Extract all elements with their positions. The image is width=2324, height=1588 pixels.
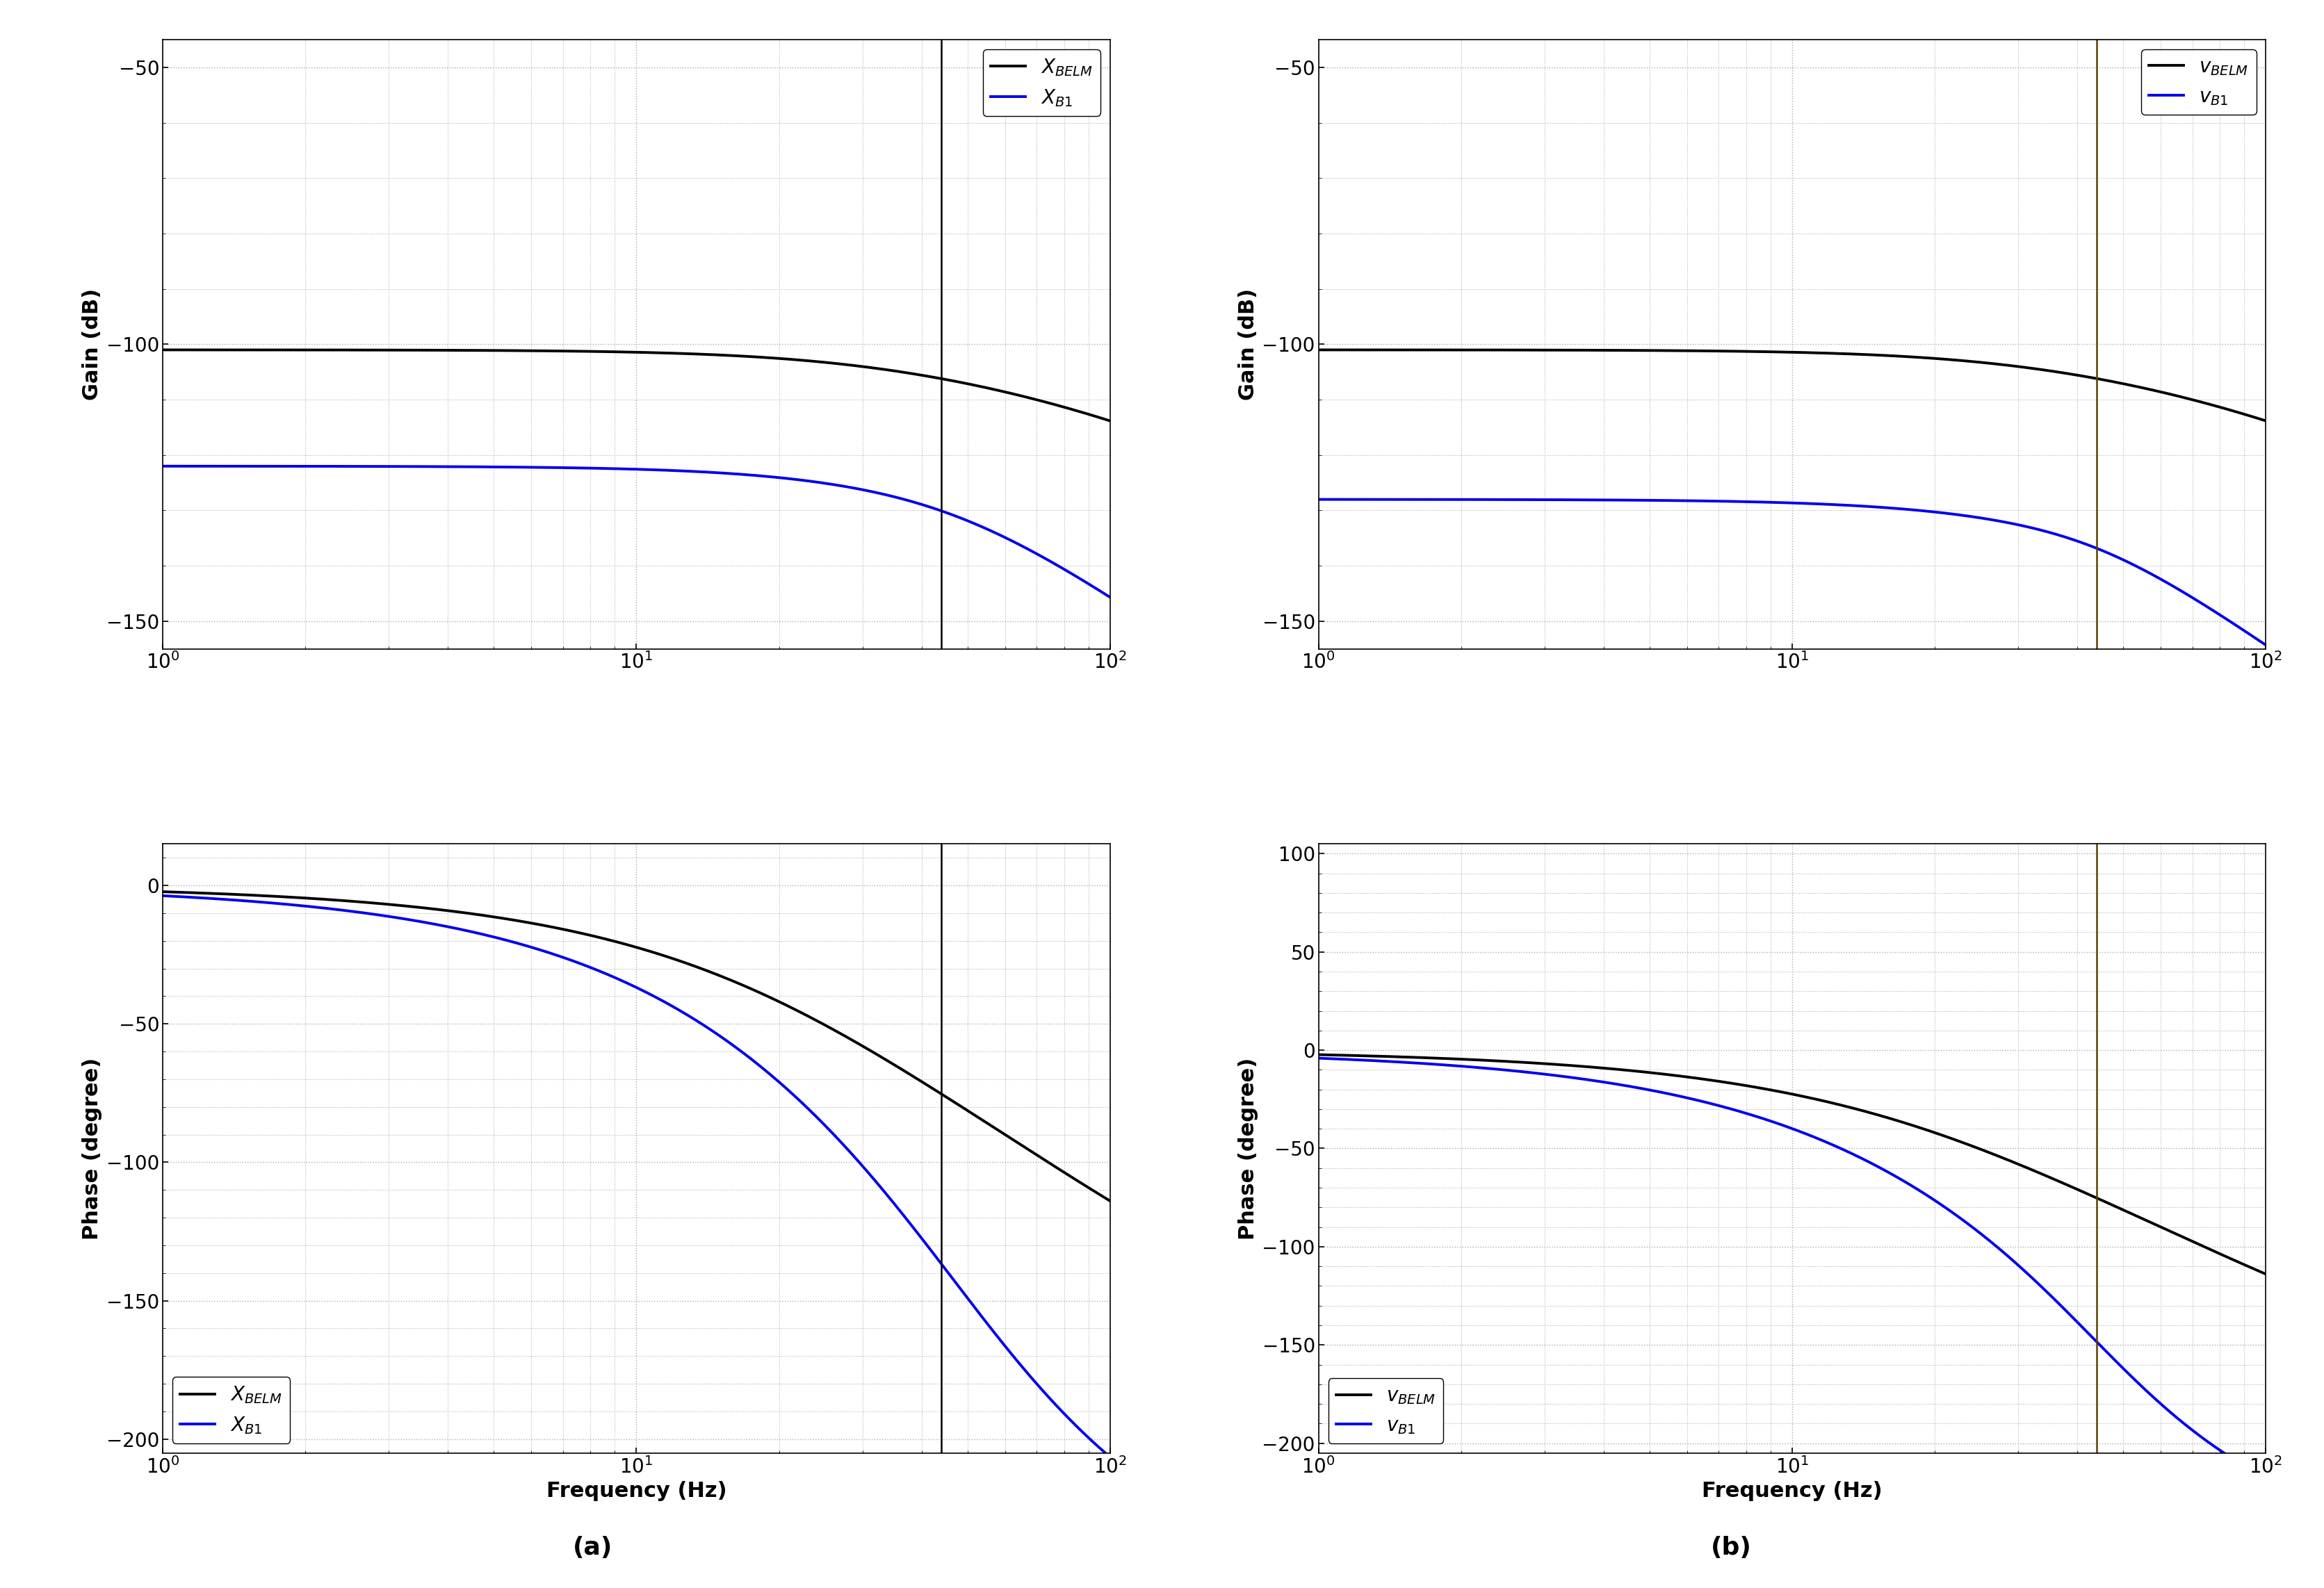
$\mathit{X}_{BELM}$	[321, 891, 349, 910]
$\mathit{v}_{B1}$	[1666, 491, 1694, 510]
$\mathit{v}_{BELM}$	[1476, 340, 1504, 359]
$\mathit{v}_{BELM}$	[1304, 1045, 1332, 1064]
$\mathit{X}_{B1}$	[1097, 1448, 1125, 1467]
$\mathit{X}_{B1}$	[927, 1255, 955, 1274]
$\mathit{X}_{BELM}$	[149, 340, 177, 359]
$\mathit{X}_{B1}$	[716, 464, 744, 483]
Line: $\mathit{X}_{BELM}$: $\mathit{X}_{BELM}$	[163, 892, 1111, 1201]
$\mathit{v}_{B1}$	[2013, 1262, 2040, 1282]
$\mathit{v}_{BELM}$	[1476, 1051, 1504, 1070]
$\mathit{X}_{BELM}$	[716, 970, 744, 989]
$\mathit{v}_{B1}$	[2252, 635, 2280, 654]
$\mathit{X}_{B1}$	[1097, 588, 1125, 607]
$\mathit{X}_{BELM}$	[511, 913, 539, 932]
$\mathit{X}_{BELM}$	[927, 368, 955, 387]
$\mathit{v}_{B1}$	[2085, 1332, 2113, 1351]
$\mathit{X}_{BELM}$	[765, 349, 792, 368]
$\mathit{v}_{BELM}$	[1920, 349, 1948, 368]
$\mathit{v}_{BELM}$	[2013, 357, 2040, 376]
$\mathit{v}_{B1}$	[2013, 516, 2040, 535]
Line: $\mathit{X}_{B1}$: $\mathit{X}_{B1}$	[163, 467, 1111, 597]
$\mathit{X}_{B1}$	[716, 1034, 744, 1053]
$\mathit{X}_{BELM}$	[927, 1085, 955, 1104]
$\mathit{X}_{BELM}$	[855, 357, 883, 376]
Y-axis label: Phase (degree): Phase (degree)	[1239, 1058, 1257, 1240]
$\mathit{X}_{BELM}$	[716, 346, 744, 365]
$\mathit{X}_{B1}$	[149, 886, 177, 905]
$\mathit{v}_{B1}$	[1873, 1162, 1901, 1181]
$\mathit{X}_{BELM}$	[855, 1040, 883, 1059]
$\mathit{v}_{BELM}$	[2085, 368, 2113, 387]
$\mathit{X}_{BELM}$	[321, 340, 349, 359]
$\mathit{v}_{BELM}$	[1873, 1108, 1901, 1127]
Text: (b): (b)	[1710, 1536, 1752, 1559]
$\mathit{X}_{BELM}$	[149, 883, 177, 902]
$\mathit{X}_{B1}$	[511, 935, 539, 954]
$\mathit{X}_{BELM}$	[765, 992, 792, 1012]
$\mathit{v}_{BELM}$	[2085, 1189, 2113, 1208]
$\mathit{v}_{B1}$	[1920, 502, 1948, 521]
$\mathit{v}_{BELM}$	[1304, 340, 1332, 359]
$\mathit{v}_{B1}$	[1666, 1086, 1694, 1105]
$\mathit{X}_{B1}$	[149, 457, 177, 476]
X-axis label: Frequency (Hz): Frequency (Hz)	[1701, 1482, 1882, 1501]
$\mathit{v}_{BELM}$	[1666, 341, 1694, 360]
$\mathit{v}_{B1}$	[2252, 1469, 2280, 1488]
$\mathit{X}_{B1}$	[321, 457, 349, 476]
Line: $\mathit{v}_{B1}$: $\mathit{v}_{B1}$	[1318, 499, 2266, 645]
$\mathit{v}_{B1}$	[1476, 1059, 1504, 1078]
$\mathit{X}_{B1}$	[855, 1164, 883, 1183]
Line: $\mathit{X}_{BELM}$: $\mathit{X}_{BELM}$	[163, 349, 1111, 421]
$\mathit{v}_{B1}$	[1304, 1048, 1332, 1067]
Legend: $\mathit{X}_{BELM}$, $\mathit{X}_{B1}$: $\mathit{X}_{BELM}$, $\mathit{X}_{B1}$	[983, 49, 1102, 116]
$\mathit{X}_{B1}$	[927, 502, 955, 521]
Legend: $\mathit{v}_{BELM}$, $\mathit{v}_{B1}$: $\mathit{v}_{BELM}$, $\mathit{v}_{B1}$	[2140, 49, 2257, 114]
$\mathit{X}_{B1}$	[855, 481, 883, 500]
$\mathit{v}_{BELM}$	[2252, 1264, 2280, 1283]
$\mathit{X}_{BELM}$	[1097, 411, 1125, 430]
$\mathit{v}_{B1}$	[1873, 499, 1901, 518]
$\mathit{X}_{B1}$	[321, 900, 349, 919]
$\mathit{v}_{BELM}$	[2013, 1158, 2040, 1177]
$\mathit{X}_{B1}$	[765, 468, 792, 488]
$\mathit{v}_{BELM}$	[2252, 411, 2280, 430]
Y-axis label: Phase (degree): Phase (degree)	[81, 1058, 102, 1240]
$\mathit{v}_{BELM}$	[1873, 346, 1901, 365]
X-axis label: Frequency (Hz): Frequency (Hz)	[546, 1482, 727, 1501]
Text: (a): (a)	[572, 1536, 614, 1559]
$\mathit{v}_{B1}$	[2085, 538, 2113, 557]
$\mathit{X}_{BELM}$	[511, 341, 539, 360]
Legend: $\mathit{X}_{BELM}$, $\mathit{X}_{B1}$: $\mathit{X}_{BELM}$, $\mathit{X}_{B1}$	[172, 1377, 290, 1443]
Line: $\mathit{X}_{B1}$: $\mathit{X}_{B1}$	[163, 896, 1111, 1458]
$\mathit{X}_{BELM}$	[1097, 1191, 1125, 1210]
$\mathit{v}_{B1}$	[1476, 491, 1504, 510]
Line: $\mathit{v}_{BELM}$: $\mathit{v}_{BELM}$	[1318, 1054, 2266, 1274]
Legend: $\mathit{v}_{BELM}$, $\mathit{v}_{B1}$: $\mathit{v}_{BELM}$, $\mathit{v}_{B1}$	[1327, 1378, 1443, 1443]
Y-axis label: Gain (dB): Gain (dB)	[81, 289, 102, 400]
$\mathit{v}_{BELM}$	[1920, 1123, 1948, 1142]
$\mathit{X}_{B1}$	[511, 457, 539, 476]
$\mathit{X}_{B1}$	[765, 1072, 792, 1091]
Y-axis label: Gain (dB): Gain (dB)	[1239, 289, 1257, 400]
$\mathit{v}_{BELM}$	[1666, 1067, 1694, 1086]
$\mathit{v}_{B1}$	[1304, 489, 1332, 508]
$\mathit{v}_{B1}$	[1920, 1191, 1948, 1210]
Line: $\mathit{v}_{BELM}$: $\mathit{v}_{BELM}$	[1318, 349, 2266, 421]
Line: $\mathit{v}_{B1}$: $\mathit{v}_{B1}$	[1318, 1058, 2266, 1478]
